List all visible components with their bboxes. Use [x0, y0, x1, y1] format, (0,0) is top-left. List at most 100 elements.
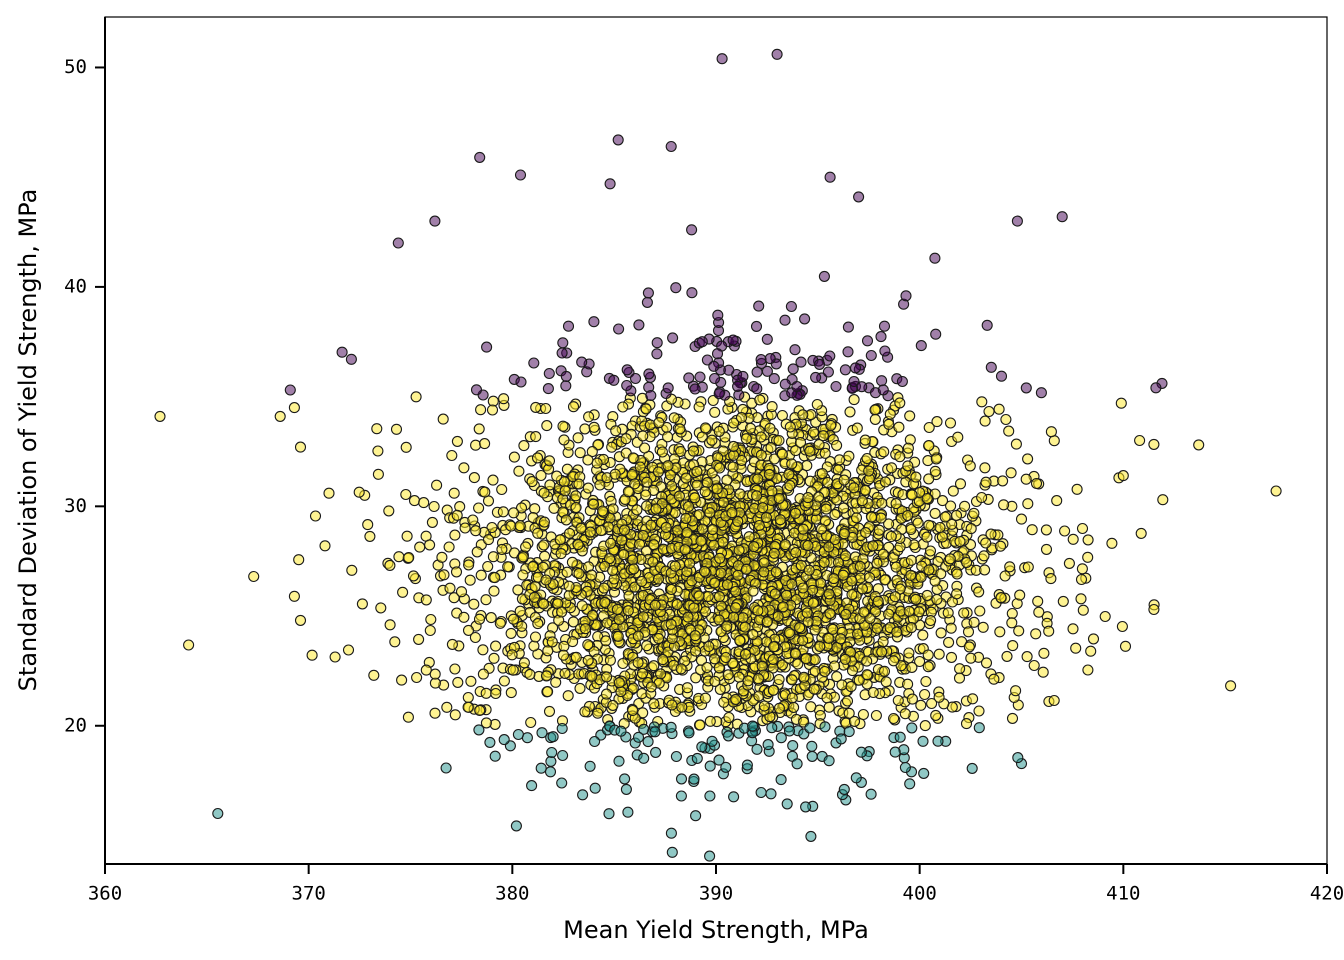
- y-axis-title: Standard Deviation of Yield Strength, MP…: [14, 189, 42, 692]
- data-point-middle: [1033, 606, 1045, 618]
- data-point-middle: [1135, 527, 1147, 539]
- data-point-high: [930, 328, 942, 340]
- data-point-middle: [747, 585, 759, 597]
- data-point-middle: [623, 590, 635, 602]
- data-point-middle: [488, 585, 500, 597]
- data-point-high: [560, 370, 572, 382]
- data-point-low: [704, 850, 716, 862]
- data-point-middle: [883, 608, 895, 620]
- data-point-middle: [869, 413, 881, 425]
- data-point-middle: [910, 471, 922, 483]
- data-point-middle: [567, 401, 580, 413]
- data-point-middle: [524, 668, 536, 680]
- data-point-middle: [870, 709, 882, 722]
- data-point-middle: [841, 695, 854, 707]
- data-point-middle: [462, 624, 475, 636]
- data-point-middle: [902, 442, 914, 454]
- data-point-middle: [797, 523, 809, 535]
- data-point-middle: [573, 567, 585, 580]
- data-point-middle: [540, 574, 552, 586]
- data-point-middle: [494, 617, 506, 629]
- data-point-middle: [459, 522, 471, 534]
- data-point-middle: [848, 394, 860, 406]
- data-point-middle: [617, 401, 629, 413]
- data-point-middle: [906, 489, 918, 501]
- data-point-middle: [579, 706, 591, 718]
- data-point-middle: [631, 504, 643, 516]
- data-point-middle: [371, 423, 383, 435]
- data-point-middle: [801, 460, 813, 472]
- data-point-middle: [438, 569, 450, 581]
- data-point-middle: [930, 709, 942, 721]
- data-point-middle: [518, 657, 530, 669]
- data-point-high: [818, 270, 830, 282]
- data-point-middle: [954, 478, 967, 490]
- data-point-middle: [645, 519, 657, 531]
- data-point-low: [835, 733, 847, 745]
- data-point-middle: [967, 693, 979, 705]
- data-point-middle: [1225, 680, 1237, 692]
- data-point-middle: [906, 661, 918, 673]
- data-point-middle: [319, 540, 331, 552]
- data-point-high: [588, 316, 600, 328]
- data-point-middle: [805, 701, 817, 713]
- data-point-middle: [709, 406, 721, 418]
- data-point-middle: [929, 575, 941, 587]
- data-point-middle: [917, 629, 929, 641]
- data-point-middle: [933, 648, 945, 660]
- data-point-low: [212, 807, 224, 820]
- data-point-middle: [563, 527, 576, 539]
- data-point-middle: [730, 585, 742, 598]
- data-point-high: [755, 354, 767, 366]
- data-point-middle: [576, 600, 588, 612]
- data-point-middle: [657, 654, 669, 666]
- data-point-middle: [786, 458, 798, 470]
- data-point-middle: [714, 683, 726, 695]
- data-point-middle: [919, 688, 931, 701]
- data-point-low: [843, 726, 855, 738]
- data-point-high: [865, 349, 877, 362]
- data-point-middle: [818, 556, 830, 569]
- data-point-middle: [401, 530, 413, 542]
- data-point-middle: [902, 509, 914, 522]
- data-point-middle: [923, 564, 935, 576]
- data-point-low: [510, 820, 522, 832]
- data-point-low: [894, 731, 906, 743]
- data-point-middle: [979, 564, 991, 576]
- data-point-middle: [699, 692, 711, 704]
- data-point-middle: [496, 543, 508, 555]
- data-point-middle: [681, 527, 693, 539]
- data-point-middle: [542, 686, 554, 698]
- data-point-middle: [443, 541, 455, 553]
- data-point-middle: [1085, 645, 1097, 657]
- data-point-middle: [824, 607, 836, 620]
- data-point-middle: [479, 438, 491, 450]
- data-point-middle: [554, 534, 566, 546]
- data-point-middle: [962, 626, 975, 638]
- data-point-middle: [823, 588, 835, 600]
- data-point-high: [708, 360, 720, 372]
- data-point-middle: [808, 683, 820, 695]
- data-point-middle: [792, 658, 804, 670]
- data-point-middle: [954, 663, 966, 675]
- data-point-middle: [866, 511, 878, 523]
- data-point-low: [932, 735, 944, 747]
- data-point-middle: [863, 465, 875, 477]
- data-point-middle: [607, 699, 619, 711]
- data-point-high: [696, 336, 708, 348]
- data-point-middle: [498, 675, 510, 687]
- data-point-middle: [557, 649, 570, 661]
- data-point-middle: [682, 611, 694, 623]
- data-point-middle: [1106, 537, 1118, 549]
- data-point-high: [839, 364, 851, 376]
- data-point-high: [878, 320, 891, 332]
- data-point-middle: [582, 639, 594, 651]
- data-point-middle: [665, 618, 677, 630]
- data-point-middle: [924, 545, 937, 557]
- data-point-middle: [1007, 640, 1019, 652]
- data-point-middle: [784, 479, 796, 492]
- data-point-middle: [872, 595, 884, 607]
- data-point-middle: [945, 651, 958, 663]
- data-point-middle: [804, 475, 816, 487]
- data-point-middle: [760, 511, 772, 524]
